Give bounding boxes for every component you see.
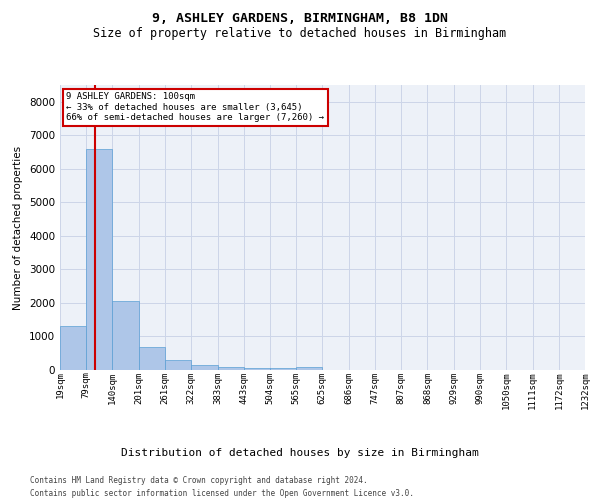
Bar	[218, 367, 244, 370]
Bar	[112, 302, 139, 370]
Bar	[86, 148, 112, 370]
Text: Size of property relative to detached houses in Birmingham: Size of property relative to detached ho…	[94, 28, 506, 40]
Text: Contains public sector information licensed under the Open Government Licence v3: Contains public sector information licen…	[30, 489, 414, 498]
Bar	[191, 365, 218, 370]
Bar	[139, 347, 165, 370]
Text: Distribution of detached houses by size in Birmingham: Distribution of detached houses by size …	[121, 448, 479, 458]
Bar	[165, 360, 191, 370]
Bar	[244, 368, 270, 370]
Text: 9 ASHLEY GARDENS: 100sqm
← 33% of detached houses are smaller (3,645)
66% of sem: 9 ASHLEY GARDENS: 100sqm ← 33% of detach…	[66, 92, 325, 122]
Text: 9, ASHLEY GARDENS, BIRMINGHAM, B8 1DN: 9, ASHLEY GARDENS, BIRMINGHAM, B8 1DN	[152, 12, 448, 26]
Bar	[296, 367, 322, 370]
Bar	[270, 368, 296, 370]
Bar	[60, 326, 86, 370]
Text: Contains HM Land Registry data © Crown copyright and database right 2024.: Contains HM Land Registry data © Crown c…	[30, 476, 368, 485]
Y-axis label: Number of detached properties: Number of detached properties	[13, 146, 23, 310]
